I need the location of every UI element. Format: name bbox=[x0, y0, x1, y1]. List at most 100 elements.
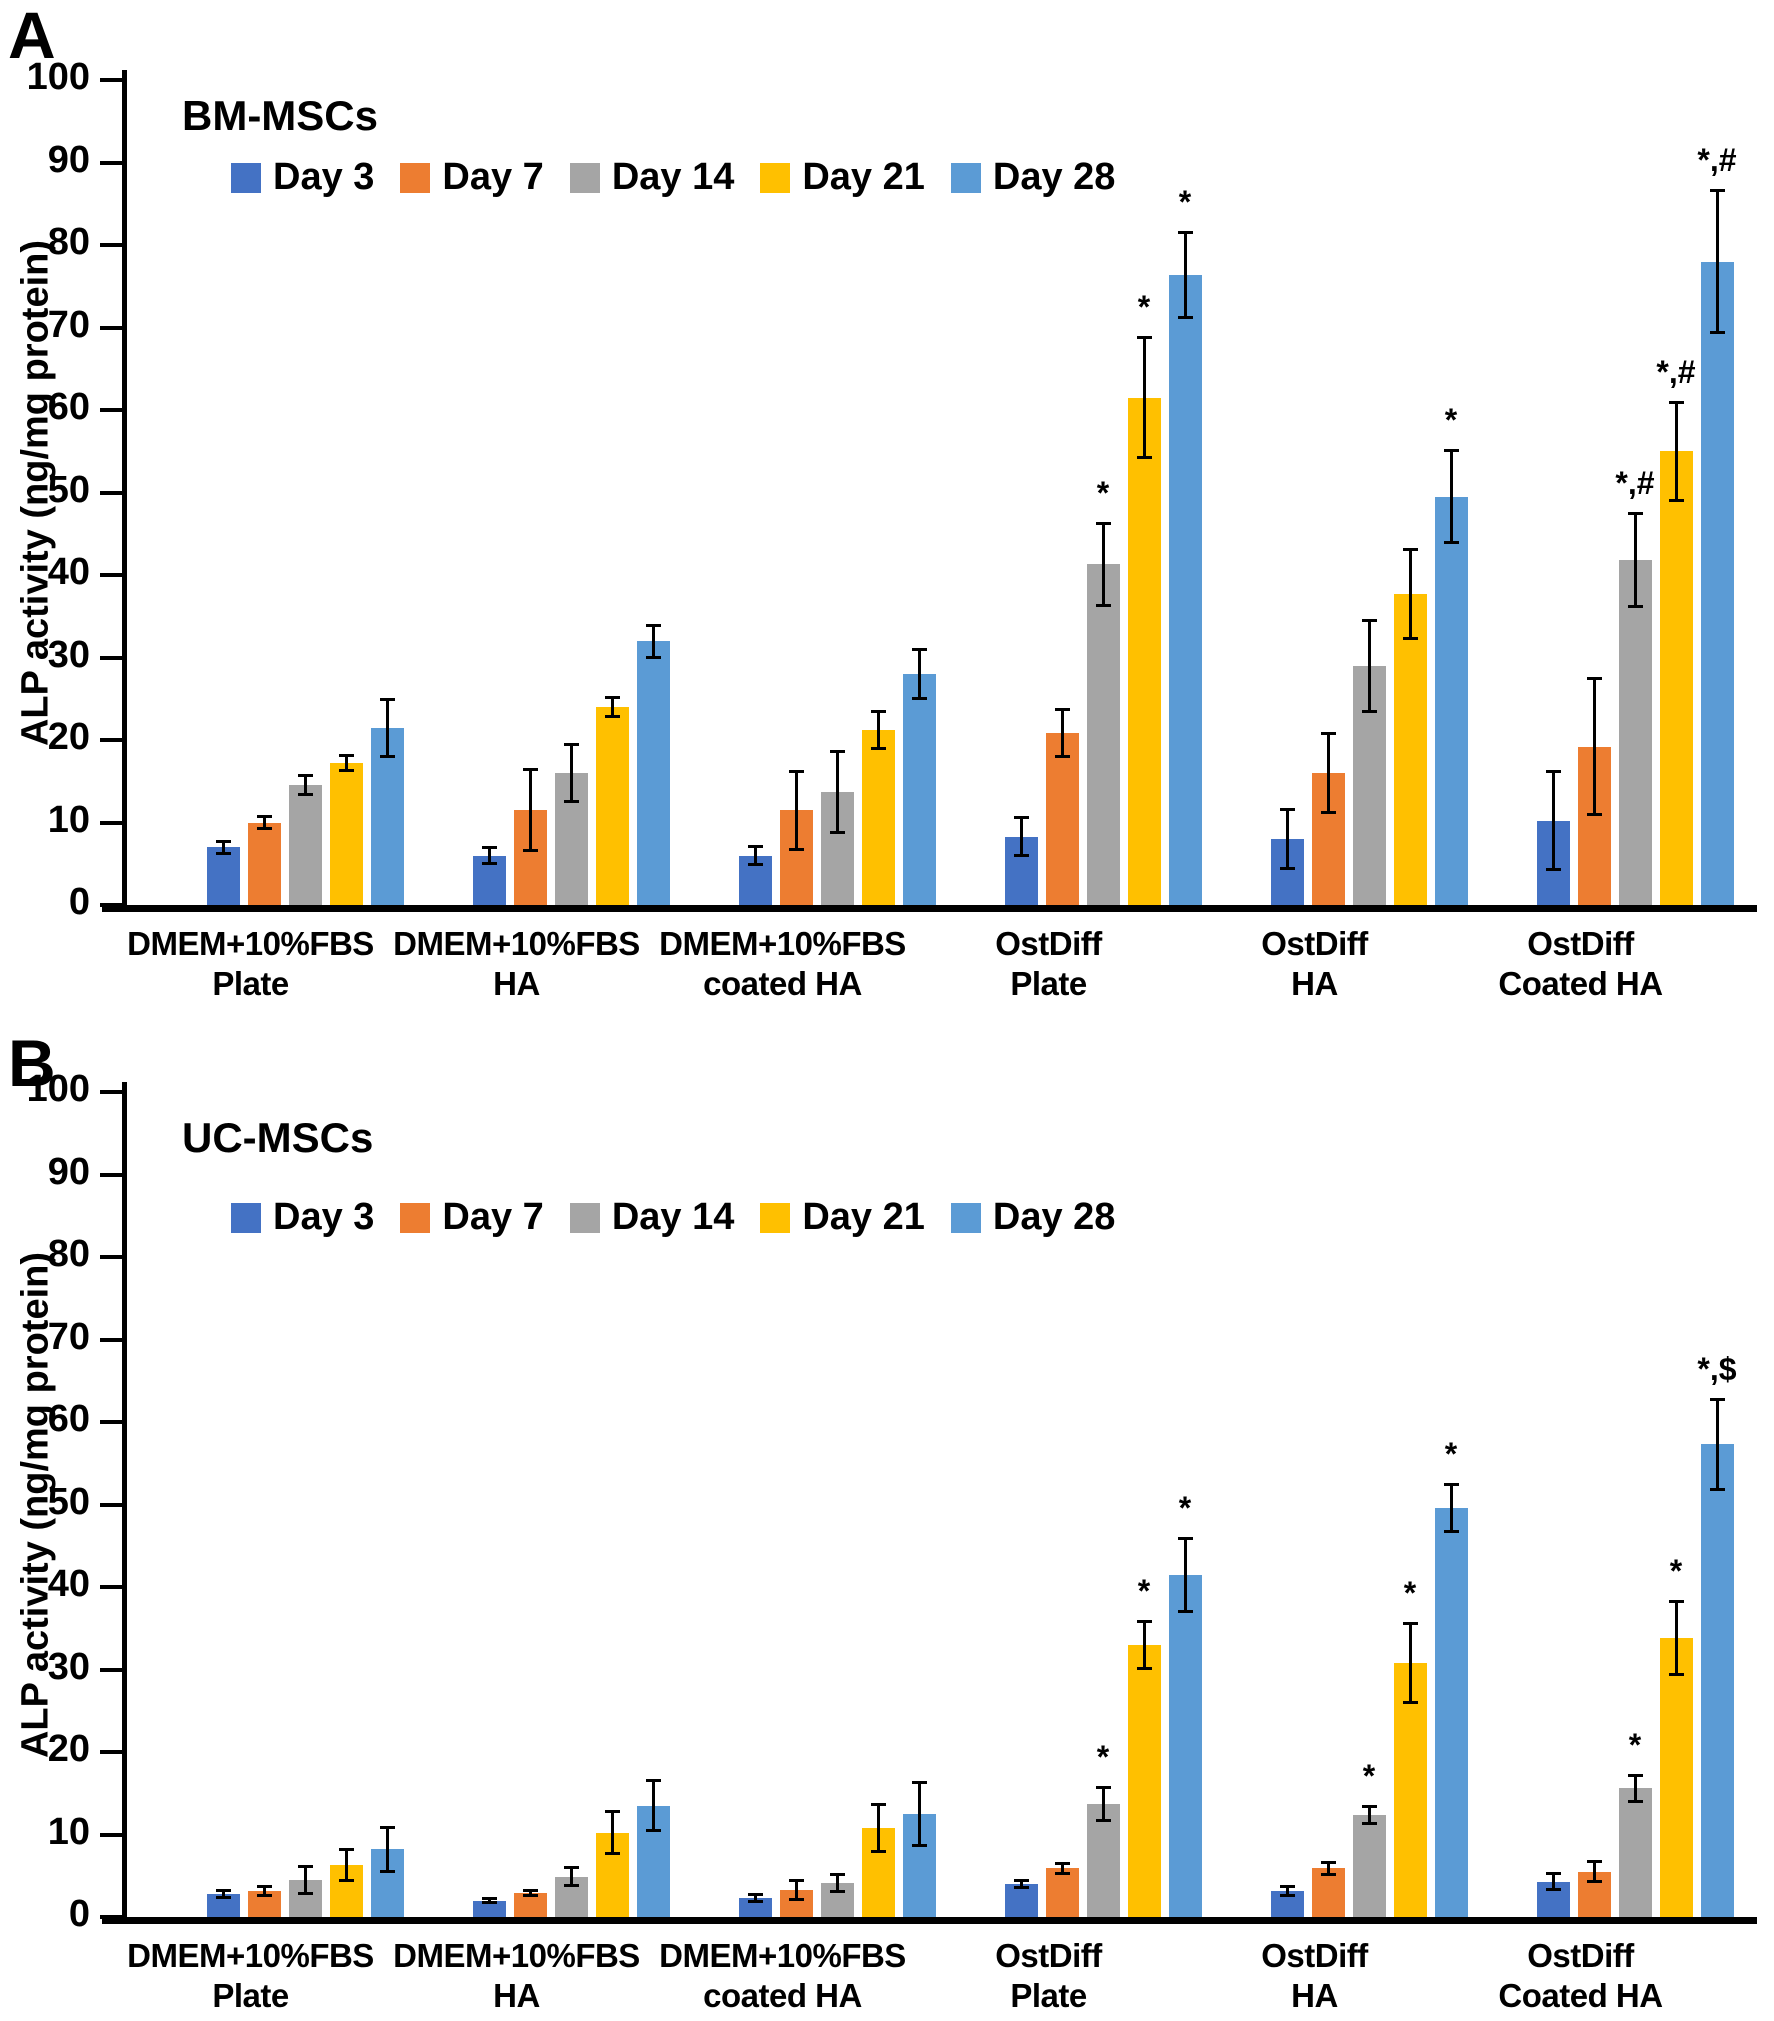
category-label-line2: Plate bbox=[1010, 1977, 1087, 2014]
error-bar-cap bbox=[605, 1810, 620, 1814]
error-bar-cap bbox=[1321, 810, 1336, 814]
y-tick bbox=[100, 1915, 122, 1919]
legend-a: Day 3 Day 7 Day 14 Day 21 Day 28 bbox=[231, 156, 1115, 199]
bar-a-day-21-g6 bbox=[1660, 451, 1693, 905]
error-bar-line bbox=[754, 845, 757, 866]
error-bar-cap bbox=[298, 1864, 313, 1868]
error-bar-line bbox=[795, 770, 798, 850]
error-bar-cap bbox=[646, 1829, 661, 1833]
error-bar-line bbox=[386, 1827, 389, 1872]
error-bar-line bbox=[222, 1889, 225, 1899]
error-bar-cap bbox=[748, 844, 763, 848]
y-tick-label: 20 bbox=[47, 716, 90, 758]
legend-label: Day 7 bbox=[442, 156, 544, 198]
category-label-line1: OstDiff bbox=[1261, 925, 1368, 962]
error-bar-cap bbox=[1280, 1893, 1295, 1897]
significance-label: *,# bbox=[1615, 465, 1655, 502]
error-bar-cap bbox=[339, 753, 354, 757]
error-bar-cap bbox=[1137, 336, 1152, 340]
error-bar-line bbox=[652, 624, 655, 658]
bar-a-day-28-g2 bbox=[637, 641, 670, 905]
error-bar-cap bbox=[871, 1802, 886, 1806]
y-axis-line-a bbox=[122, 70, 127, 905]
error-bar-cap bbox=[1710, 1397, 1725, 1401]
error-bar-cap bbox=[1055, 708, 1070, 712]
significance-label: * bbox=[1628, 1727, 1642, 1764]
y-tick bbox=[100, 408, 122, 412]
bar-a-day-7-g4 bbox=[1046, 733, 1079, 905]
error-bar-line bbox=[263, 1885, 266, 1896]
bar-b-day-14-g6 bbox=[1619, 1788, 1652, 1917]
bar-a-day-3-g1 bbox=[207, 847, 240, 905]
bar-a-day-21-g3 bbox=[862, 730, 895, 905]
error-bar-cap bbox=[564, 799, 579, 803]
y-tick-label: 10 bbox=[47, 798, 90, 841]
error-bar-cap bbox=[523, 1888, 538, 1892]
legend-swatch-day-3 bbox=[231, 162, 261, 193]
legend-swatch-day-7 bbox=[400, 1202, 431, 1233]
y-tick-label: 60 bbox=[47, 1398, 90, 1440]
error-bar-cap bbox=[339, 769, 354, 773]
panel-a-letter: A bbox=[8, 0, 56, 72]
legend-swatch-day-21 bbox=[760, 162, 791, 193]
error-bar-cap bbox=[1546, 1872, 1561, 1876]
error-bar-line bbox=[1368, 1805, 1371, 1824]
error-bar-cap bbox=[1055, 1872, 1070, 1876]
error-bar-cap bbox=[380, 697, 395, 701]
error-bar-cap bbox=[1096, 603, 1111, 607]
error-bar-cap bbox=[1669, 400, 1684, 404]
error-bar-cap bbox=[1014, 815, 1029, 819]
significance-label: * bbox=[1137, 289, 1151, 326]
error-bar-line bbox=[1552, 1873, 1555, 1890]
category-label-line2: HA bbox=[493, 965, 540, 1002]
category-label-line1: DMEM+10%FBS bbox=[659, 1937, 906, 1974]
error-bar-cap bbox=[830, 831, 845, 835]
error-bar-cap bbox=[1444, 449, 1459, 453]
y-tick-label: 20 bbox=[47, 1728, 90, 1770]
y-tick bbox=[100, 1502, 122, 1507]
category-label-line1: DMEM+10%FBS bbox=[393, 1937, 640, 1974]
error-bar-cap bbox=[523, 1894, 538, 1898]
chart-title-b: UC-MSCs bbox=[182, 1114, 374, 1161]
y-tick bbox=[100, 1337, 122, 1342]
error-bar-cap bbox=[1280, 1884, 1295, 1888]
error-bar-cap bbox=[830, 749, 845, 753]
error-bar-line bbox=[1450, 450, 1453, 543]
category-label-line2: HA bbox=[493, 1977, 540, 2014]
error-bar-line bbox=[1327, 733, 1330, 813]
error-bar-cap bbox=[789, 769, 804, 773]
error-bar-cap bbox=[1628, 512, 1643, 516]
legend-swatch-day-28 bbox=[950, 162, 981, 193]
error-bar-cap bbox=[298, 793, 313, 797]
error-bar-line bbox=[1634, 1775, 1637, 1802]
significance-label: * bbox=[1096, 475, 1110, 512]
error-bar-cap bbox=[216, 1888, 231, 1892]
error-bar-cap bbox=[1362, 709, 1377, 713]
bar-a-day-21-g1 bbox=[330, 763, 363, 905]
legend-label: Day 14 bbox=[611, 156, 735, 198]
category-label-line2: Coated HA bbox=[1498, 1977, 1663, 2014]
y-tick-label: 60 bbox=[47, 386, 90, 428]
error-bar-cap bbox=[564, 743, 579, 747]
legend-item-day-28: Day 28 bbox=[950, 1196, 1115, 1239]
error-bar-cap bbox=[1321, 1860, 1336, 1864]
legend-item-day-3: Day 3 bbox=[231, 156, 374, 199]
legend-swatch-day-28 bbox=[950, 1202, 981, 1233]
error-bar-cap bbox=[912, 1844, 927, 1848]
legend-swatch-day-3 bbox=[231, 1202, 261, 1233]
error-bar-cap bbox=[1546, 770, 1561, 774]
error-bar-cap bbox=[748, 863, 763, 867]
significance-label: * bbox=[1137, 1572, 1151, 1609]
error-bar-cap bbox=[1178, 1536, 1193, 1540]
error-bar-line bbox=[1634, 513, 1637, 608]
bar-b-day-14-g4 bbox=[1087, 1803, 1120, 1917]
error-bar-line bbox=[1286, 809, 1289, 869]
bar-a-day-14-g6 bbox=[1619, 560, 1652, 905]
category-label-line1: DMEM+10%FBS bbox=[393, 925, 640, 962]
error-bar-line bbox=[877, 711, 880, 750]
error-bar-cap bbox=[1055, 1861, 1070, 1865]
category-label-line1: OstDiff bbox=[1527, 1937, 1634, 1974]
error-bar-line bbox=[304, 1865, 307, 1894]
